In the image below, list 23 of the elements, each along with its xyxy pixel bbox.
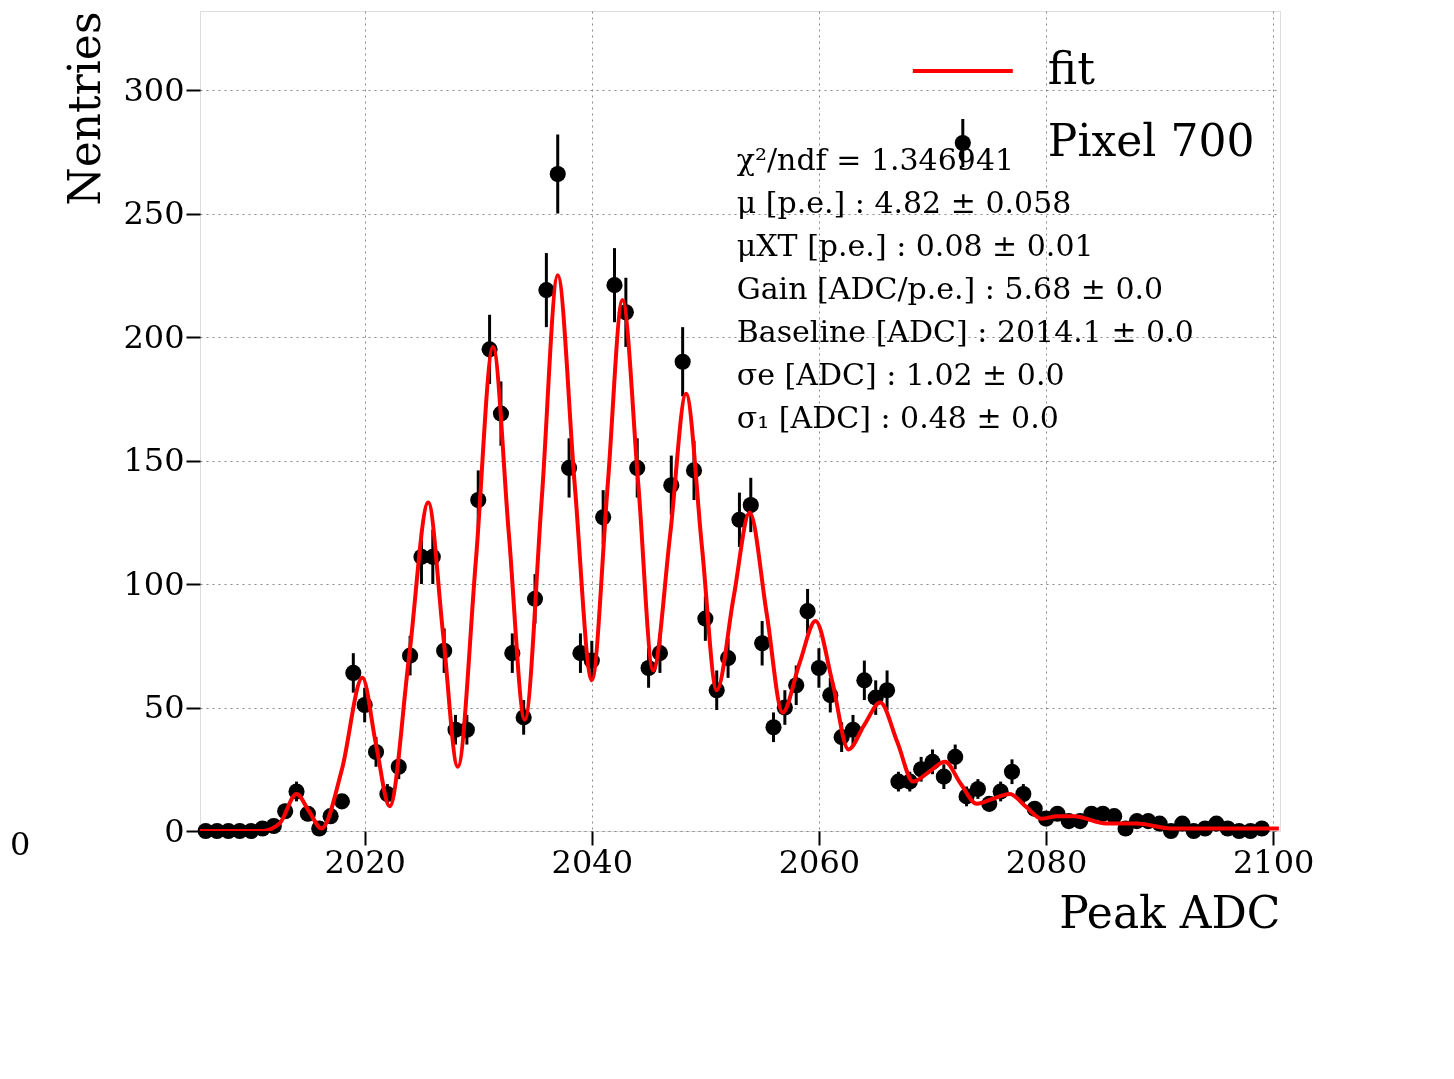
y-tick-label: 200 <box>123 317 185 356</box>
y-tick-label: 100 <box>123 564 185 603</box>
annotation: Baseline [ADC] : 2014.1 ± 0.0 <box>736 314 1194 349</box>
annotation: σe [ADC] : 1.02 ± 0.0 <box>736 357 1065 392</box>
y-tick-label: 250 <box>123 194 185 233</box>
x-tick-label: 2100 <box>1232 842 1315 881</box>
annotation: μ [p.e.] : 4.82 ± 0.058 <box>736 185 1072 220</box>
y-tick-label: 300 <box>123 70 185 109</box>
x-axis-title: Peak ADC <box>1059 886 1281 938</box>
y-tick-label: 0 <box>164 811 185 850</box>
x-tick-label: 2040 <box>551 842 634 881</box>
x-tick-label: 2060 <box>778 842 861 881</box>
annotation: σ₁ [ADC] : 0.48 ± 0.0 <box>736 400 1059 435</box>
x-tick-label: 2020 <box>324 842 406 881</box>
y-axis-title: Nentries <box>59 11 111 206</box>
annotation: Gain [ADC/p.e.] : 5.68 ± 0.0 <box>736 271 1164 306</box>
x-tick-label: 2080 <box>1005 842 1088 881</box>
y-tick-label: 150 <box>123 441 185 480</box>
legend-label: fit <box>1047 43 1096 94</box>
text: 0 <box>10 825 31 863</box>
legend-label: Pixel 700 <box>1047 115 1255 166</box>
annotation: μXT [p.e.] : 0.08 ± 0.01 <box>736 228 1094 263</box>
y-tick-label: 50 <box>143 688 185 727</box>
